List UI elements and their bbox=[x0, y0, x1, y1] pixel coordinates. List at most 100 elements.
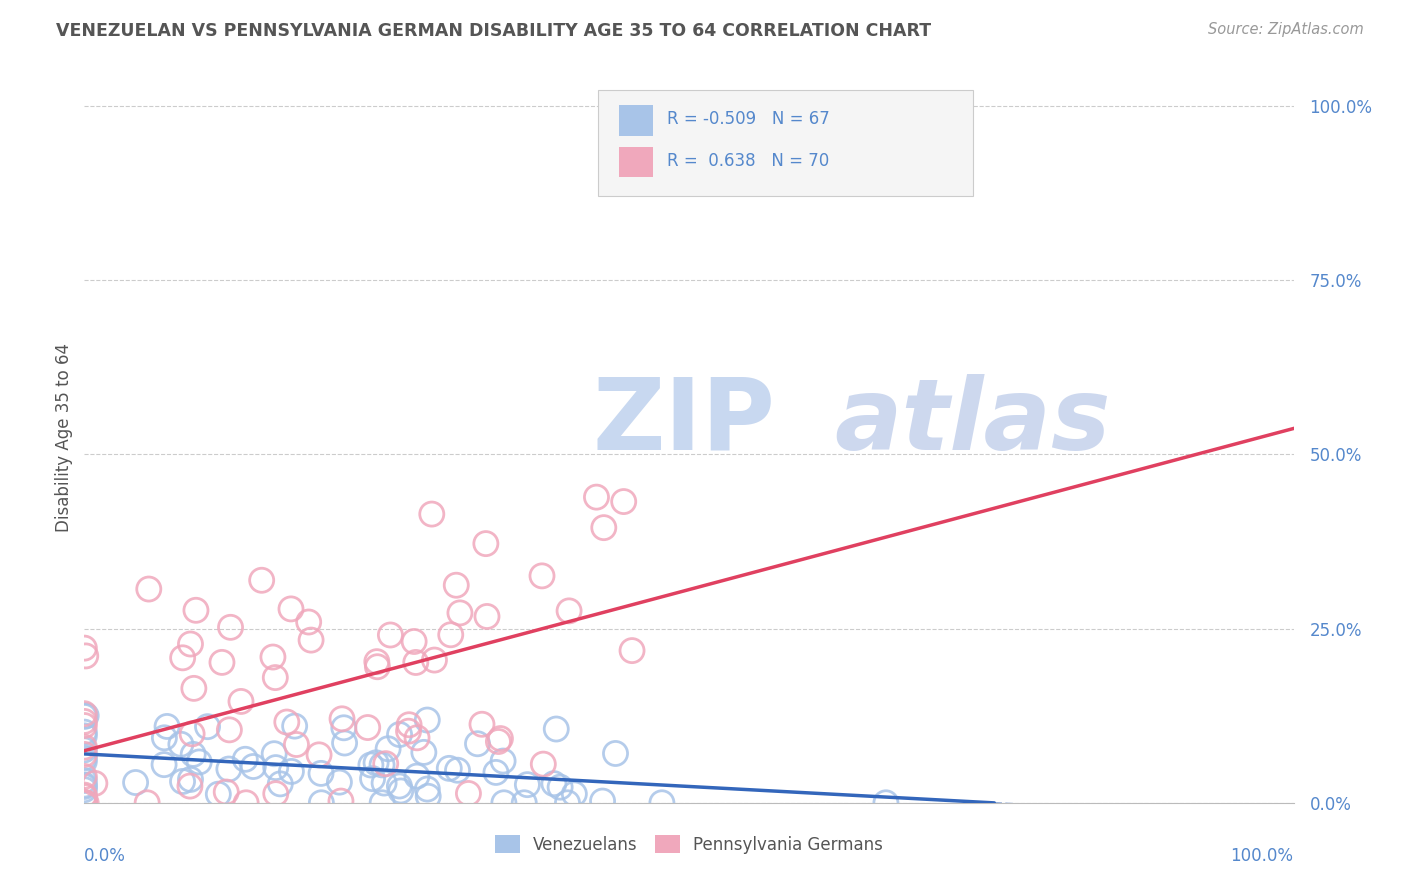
Point bbox=[333, 721, 356, 735]
Point bbox=[73, 778, 96, 792]
Point bbox=[73, 796, 96, 810]
Point bbox=[475, 609, 498, 624]
Point bbox=[298, 615, 321, 629]
Point bbox=[388, 727, 411, 741]
FancyBboxPatch shape bbox=[599, 90, 973, 195]
Point bbox=[73, 755, 96, 769]
Point bbox=[73, 709, 96, 723]
Point bbox=[374, 756, 396, 771]
Point bbox=[73, 769, 96, 783]
Point bbox=[219, 620, 242, 634]
Point bbox=[406, 731, 429, 745]
Point bbox=[73, 796, 96, 810]
FancyBboxPatch shape bbox=[619, 146, 652, 178]
Point bbox=[215, 785, 238, 799]
Point bbox=[309, 766, 332, 780]
Point bbox=[366, 655, 388, 669]
Text: R = -0.509   N = 67: R = -0.509 N = 67 bbox=[668, 110, 830, 128]
Point bbox=[73, 796, 96, 810]
Point bbox=[406, 769, 429, 783]
Point bbox=[153, 757, 176, 772]
Point bbox=[73, 718, 96, 732]
Point bbox=[184, 603, 207, 617]
Point bbox=[475, 536, 498, 550]
Point bbox=[546, 722, 568, 736]
Point bbox=[513, 796, 536, 810]
Point bbox=[229, 694, 252, 708]
Point bbox=[371, 796, 394, 810]
Point bbox=[562, 787, 585, 801]
Point bbox=[124, 775, 146, 789]
Point bbox=[156, 719, 179, 733]
Point bbox=[357, 721, 380, 735]
Point bbox=[377, 741, 399, 756]
Point bbox=[412, 745, 434, 759]
Point bbox=[73, 780, 96, 794]
Point bbox=[83, 776, 105, 790]
Point bbox=[170, 737, 193, 751]
Point bbox=[73, 773, 96, 788]
Point bbox=[592, 521, 614, 535]
Point bbox=[423, 653, 446, 667]
Point bbox=[284, 719, 307, 733]
Point bbox=[449, 606, 471, 620]
Text: 0.0%: 0.0% bbox=[84, 847, 127, 864]
Point bbox=[389, 784, 412, 798]
Point bbox=[361, 772, 384, 786]
Y-axis label: Disability Age 35 to 64: Disability Age 35 to 64 bbox=[55, 343, 73, 532]
Point bbox=[558, 604, 581, 618]
Point bbox=[366, 659, 388, 673]
Point bbox=[467, 737, 489, 751]
Point bbox=[489, 731, 512, 746]
Point bbox=[592, 794, 614, 808]
Point bbox=[250, 574, 273, 588]
Point bbox=[380, 628, 402, 642]
Point bbox=[73, 789, 96, 804]
Text: VENEZUELAN VS PENNSYLVANIA GERMAN DISABILITY AGE 35 TO 64 CORRELATION CHART: VENEZUELAN VS PENNSYLVANIA GERMAN DISABI… bbox=[56, 22, 931, 40]
Point bbox=[188, 755, 211, 769]
Point bbox=[233, 752, 256, 766]
Point bbox=[371, 757, 394, 772]
Point bbox=[492, 796, 515, 810]
Point bbox=[235, 796, 257, 810]
Point bbox=[330, 712, 353, 726]
Point bbox=[398, 717, 420, 731]
Point bbox=[264, 671, 287, 685]
Point bbox=[333, 736, 356, 750]
Point bbox=[485, 765, 508, 780]
Point bbox=[280, 602, 302, 616]
Point bbox=[181, 727, 204, 741]
Point bbox=[875, 796, 897, 810]
Point bbox=[73, 751, 96, 765]
Point bbox=[388, 779, 411, 793]
Point bbox=[299, 633, 322, 648]
Point bbox=[75, 648, 97, 663]
Point bbox=[73, 782, 96, 797]
Point bbox=[264, 761, 287, 775]
Point bbox=[73, 740, 96, 755]
Text: atlas: atlas bbox=[834, 374, 1111, 471]
Point bbox=[153, 731, 176, 745]
Point bbox=[486, 734, 509, 748]
Point bbox=[605, 747, 627, 761]
Point bbox=[548, 780, 571, 794]
Point bbox=[621, 643, 644, 657]
Point bbox=[75, 708, 97, 723]
Point bbox=[471, 717, 494, 731]
Point bbox=[75, 796, 97, 810]
Text: R =  0.638   N = 70: R = 0.638 N = 70 bbox=[668, 153, 830, 170]
Point bbox=[172, 650, 194, 665]
Point bbox=[557, 796, 579, 810]
Point bbox=[329, 794, 352, 808]
Point bbox=[420, 507, 443, 521]
Point bbox=[457, 787, 479, 801]
Point bbox=[446, 763, 468, 777]
Point bbox=[73, 725, 96, 739]
Point bbox=[439, 761, 461, 775]
Point bbox=[418, 789, 440, 804]
Point bbox=[211, 656, 233, 670]
Point bbox=[492, 754, 515, 768]
Point bbox=[416, 713, 439, 727]
Text: 100.0%: 100.0% bbox=[1230, 847, 1294, 864]
Point bbox=[197, 720, 219, 734]
